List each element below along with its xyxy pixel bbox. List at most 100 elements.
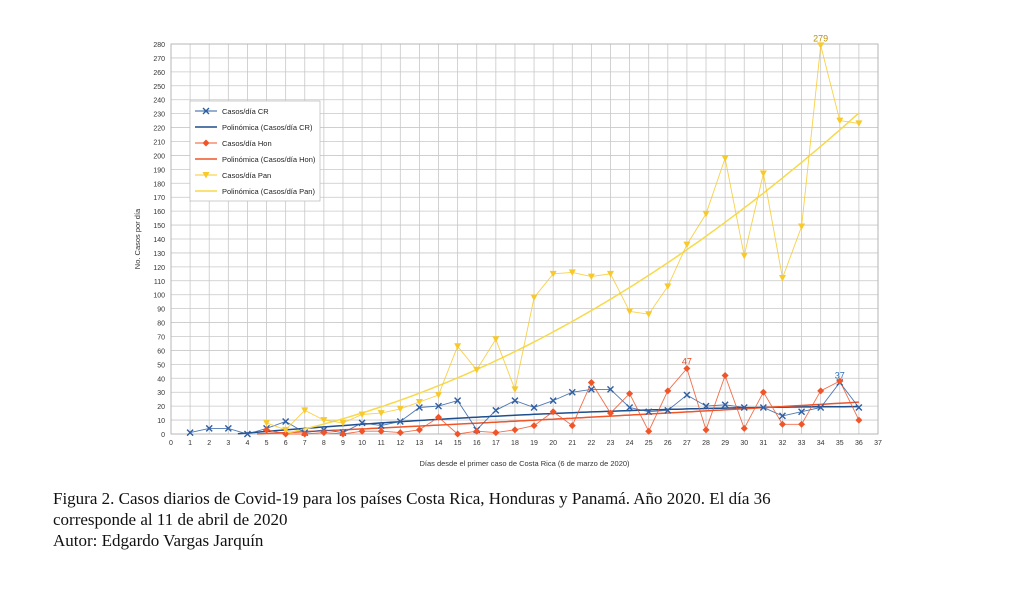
x-tick-label: 32	[779, 440, 787, 447]
data-point	[358, 411, 366, 418]
data-point	[664, 406, 672, 414]
data-point	[549, 397, 557, 405]
data-point	[301, 430, 309, 438]
legend-marker	[202, 107, 210, 115]
line-chart: 0102030405060708090100110120130140150160…	[133, 33, 882, 468]
data-point	[415, 404, 423, 412]
data-point	[511, 426, 519, 434]
x-axis-label: Días desde el primer caso de Costa Rica …	[419, 459, 630, 468]
data-point	[702, 210, 710, 218]
y-tick-label: 0	[161, 432, 165, 439]
y-tick-label: 90	[157, 307, 165, 314]
data-point	[377, 422, 385, 430]
x-tick-label: 19	[530, 440, 538, 447]
data-point	[224, 424, 232, 432]
y-tick-label: 190	[153, 167, 165, 174]
y-axis-label: No. Casos por día	[133, 208, 142, 269]
data-point	[530, 294, 538, 301]
x-tick-label: 24	[626, 440, 634, 447]
data-point	[358, 427, 366, 435]
data-point	[798, 408, 806, 416]
y-tick-label: 230	[153, 112, 165, 119]
y-tick-label: 210	[153, 140, 165, 147]
data-point	[301, 407, 309, 414]
data-point	[492, 406, 500, 414]
data-point	[339, 419, 347, 427]
data-point	[263, 419, 271, 427]
data-point	[721, 401, 729, 409]
data-point	[263, 426, 271, 434]
data-point	[339, 430, 347, 438]
x-tick-label: 23	[607, 440, 615, 447]
x-tick-label: 1	[188, 440, 192, 447]
x-tick-label: 26	[664, 440, 672, 447]
data-point	[740, 424, 748, 432]
y-tick-label: 170	[153, 195, 165, 202]
data-point	[740, 252, 748, 260]
x-tick-label: 28	[702, 440, 710, 447]
data-point	[473, 366, 481, 374]
y-tick-label: 220	[153, 126, 165, 133]
data-point	[778, 275, 786, 282]
figure-caption: Figura 2. Casos diarios de Covid-19 para…	[53, 488, 993, 551]
data-point	[530, 422, 538, 430]
data-point	[606, 270, 614, 278]
data-point	[759, 404, 767, 412]
x-tick-label: 11	[378, 440, 385, 447]
y-tick-label: 180	[153, 181, 165, 188]
data-point	[702, 426, 710, 434]
data-point	[435, 392, 443, 399]
y-tick-label: 120	[153, 265, 165, 272]
legend-marker	[202, 172, 210, 179]
y-tick-label: 100	[153, 293, 165, 300]
x-tick-label: 36	[855, 440, 863, 447]
data-point	[243, 430, 251, 438]
x-tick-label: 3	[226, 440, 230, 447]
data-point	[186, 429, 194, 437]
data-point	[664, 387, 672, 395]
data-point	[645, 427, 653, 435]
y-tick-label: 240	[153, 98, 165, 105]
x-tick-label: 31	[759, 440, 767, 447]
data-point	[282, 426, 290, 434]
data-point	[377, 410, 385, 417]
data-point	[511, 386, 519, 393]
x-tick-label: 10	[358, 440, 366, 447]
data-point	[626, 308, 634, 315]
data-point	[798, 420, 806, 428]
data-point	[626, 390, 634, 398]
x-tick-label: 9	[341, 440, 345, 447]
data-point	[740, 404, 748, 412]
y-tick-label: 30	[157, 390, 165, 397]
x-tick-label: 2	[207, 440, 211, 447]
x-tick-label: 6	[284, 440, 288, 447]
data-point	[568, 422, 576, 430]
data-point	[664, 283, 672, 290]
y-tick-label: 80	[157, 321, 165, 328]
y-tick-label: 200	[153, 153, 165, 160]
x-tick-label: 20	[549, 440, 557, 447]
data-point	[721, 372, 729, 379]
x-tick-label: 8	[322, 440, 326, 447]
x-tick-label: 16	[473, 440, 481, 447]
x-tick-label: 5	[265, 440, 269, 447]
data-point	[759, 388, 767, 396]
data-point	[492, 336, 500, 343]
legend-label: Polinómica (Casos/día CR)	[222, 123, 313, 132]
series-line-0	[190, 381, 860, 435]
data-point	[377, 427, 385, 435]
data-point	[396, 417, 404, 425]
x-tick-label: 4	[245, 440, 249, 447]
legend-label: Casos/día Hon	[222, 139, 272, 148]
legend-label: Polinómica (Casos/día Pan)	[222, 187, 315, 196]
x-tick-label: 22	[587, 440, 595, 447]
x-tick-label: 0	[169, 440, 173, 447]
legend-label: Casos/día CR	[222, 107, 269, 116]
x-tick-label: 25	[645, 440, 653, 447]
y-tick-label: 270	[153, 56, 165, 63]
data-point	[587, 378, 595, 386]
y-tick-label: 130	[153, 251, 165, 258]
x-tick-label: 17	[492, 440, 500, 447]
data-point	[817, 387, 825, 395]
data-point	[492, 429, 500, 437]
